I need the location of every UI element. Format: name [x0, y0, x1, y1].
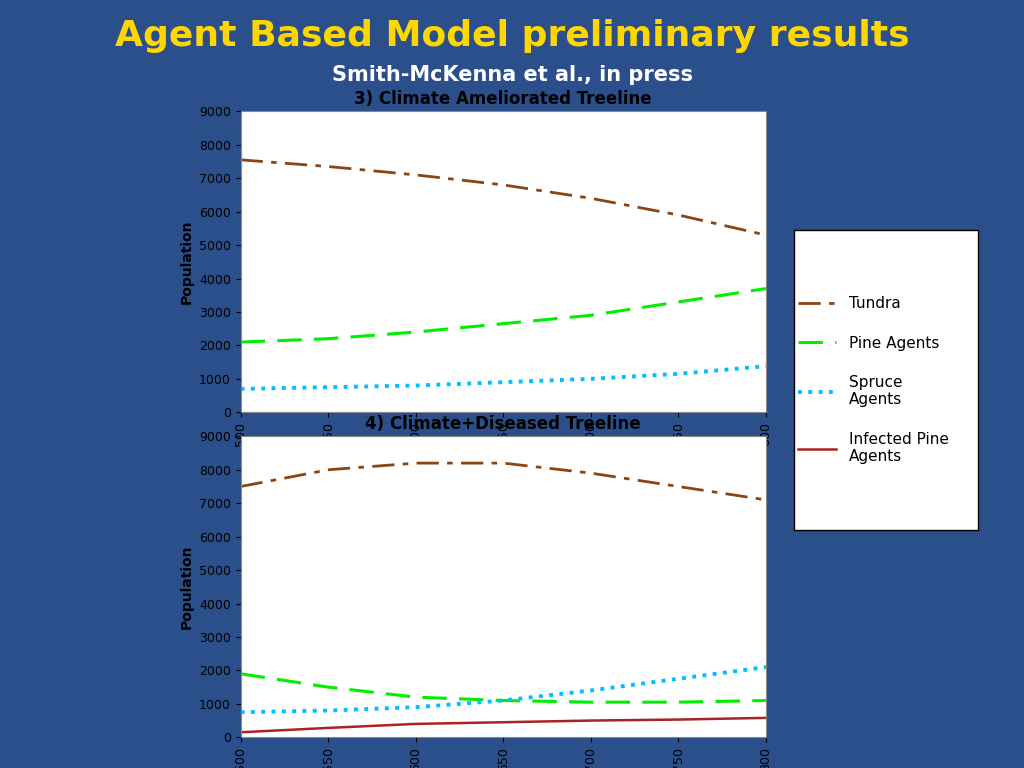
Y-axis label: Population: Population — [179, 220, 194, 304]
Text: Smith-McKenna et al., in press: Smith-McKenna et al., in press — [332, 65, 692, 85]
X-axis label: Simulated Years: Simulated Years — [440, 452, 566, 465]
Text: Agent Based Model preliminary results: Agent Based Model preliminary results — [115, 19, 909, 53]
Title: 4) Climate+Diseased Treeline: 4) Climate+Diseased Treeline — [366, 415, 641, 433]
Title: 3) Climate Ameliorated Treeline: 3) Climate Ameliorated Treeline — [354, 91, 652, 108]
Y-axis label: Population: Population — [179, 545, 194, 629]
Legend: Tundra, Pine Agents, Spruce
Agents, Infected Pine
Agents: Tundra, Pine Agents, Spruce Agents, Infe… — [792, 290, 954, 470]
